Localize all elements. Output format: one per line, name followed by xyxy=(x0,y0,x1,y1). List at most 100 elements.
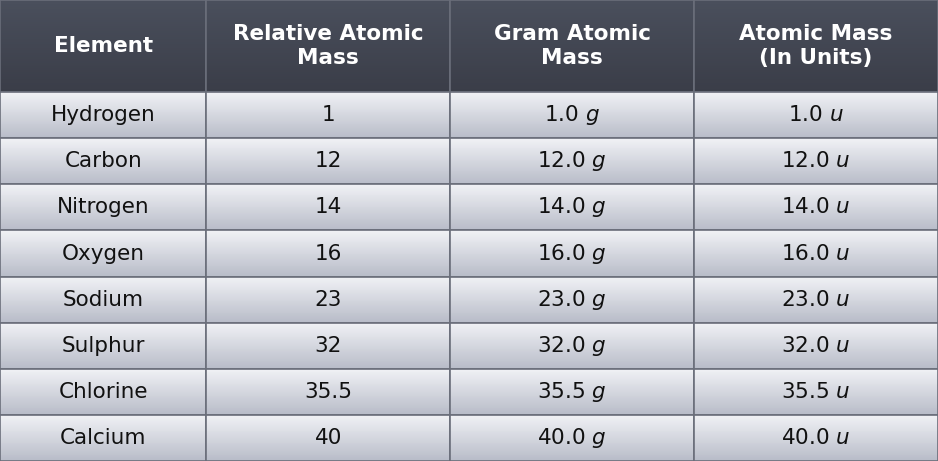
Bar xyxy=(450,308,694,309)
Bar xyxy=(0,158,206,159)
Bar xyxy=(0,210,206,211)
Bar xyxy=(450,280,694,281)
Bar xyxy=(0,179,206,180)
Bar xyxy=(694,442,938,443)
Bar xyxy=(0,204,206,205)
Bar xyxy=(694,414,938,415)
Bar xyxy=(450,288,694,289)
Bar xyxy=(694,44,938,46)
Bar xyxy=(0,92,206,93)
Bar xyxy=(450,439,694,440)
Bar xyxy=(450,456,694,457)
Bar xyxy=(0,223,206,224)
Bar xyxy=(206,175,450,176)
Bar xyxy=(450,273,694,274)
Bar xyxy=(450,4,694,6)
Bar xyxy=(450,261,694,262)
Text: 16.0 $\it{u}$: 16.0 $\it{u}$ xyxy=(781,243,851,264)
Bar xyxy=(450,169,694,170)
Bar xyxy=(0,195,206,196)
Bar xyxy=(694,427,938,428)
Bar xyxy=(0,436,206,437)
Bar xyxy=(206,173,450,174)
Bar xyxy=(0,416,206,417)
Bar xyxy=(694,448,938,449)
Bar xyxy=(0,397,206,398)
Bar xyxy=(0,163,206,164)
Bar xyxy=(0,237,206,238)
Bar xyxy=(0,182,206,183)
Bar xyxy=(450,232,694,233)
Bar xyxy=(206,394,450,395)
Bar xyxy=(450,285,694,286)
Bar xyxy=(450,13,694,15)
Bar xyxy=(450,454,694,455)
Bar xyxy=(0,365,206,366)
Bar xyxy=(206,182,450,183)
Bar xyxy=(450,190,694,191)
Bar xyxy=(206,355,450,356)
Bar xyxy=(206,63,450,65)
Bar xyxy=(450,226,694,227)
Bar xyxy=(206,445,450,446)
Bar xyxy=(0,389,206,390)
Bar xyxy=(450,166,694,167)
Bar xyxy=(450,55,694,57)
Bar xyxy=(206,208,450,209)
Bar xyxy=(450,37,694,39)
Bar xyxy=(694,207,938,208)
Bar xyxy=(206,251,450,252)
Bar xyxy=(694,256,938,257)
Bar xyxy=(694,286,938,287)
Bar xyxy=(450,20,694,22)
Bar xyxy=(694,175,938,176)
Bar xyxy=(0,197,206,198)
Bar xyxy=(450,210,694,211)
Bar xyxy=(450,141,694,142)
Bar xyxy=(450,405,694,406)
Bar xyxy=(0,423,206,424)
Bar xyxy=(0,124,206,125)
Bar xyxy=(450,242,694,243)
Bar xyxy=(206,55,450,57)
Bar xyxy=(694,366,938,367)
Bar xyxy=(0,347,206,348)
Bar xyxy=(450,92,694,93)
Bar xyxy=(694,87,938,89)
Bar xyxy=(694,349,938,350)
Bar xyxy=(450,313,694,314)
Bar xyxy=(0,391,206,392)
Bar xyxy=(206,242,450,243)
Bar xyxy=(450,89,694,90)
Bar xyxy=(0,173,206,174)
Bar xyxy=(450,344,694,345)
Bar xyxy=(206,111,450,112)
Bar xyxy=(450,140,694,141)
Bar xyxy=(694,70,938,72)
Bar xyxy=(694,11,938,13)
Bar xyxy=(450,328,694,329)
Bar xyxy=(450,425,694,426)
Bar xyxy=(450,85,694,87)
Bar xyxy=(0,146,206,147)
Bar xyxy=(0,190,206,191)
Bar xyxy=(206,376,450,377)
Bar xyxy=(0,172,206,173)
Bar xyxy=(694,270,938,271)
Bar xyxy=(694,376,938,377)
Bar xyxy=(0,250,206,251)
Bar xyxy=(206,6,450,7)
Bar xyxy=(450,173,694,174)
Bar xyxy=(450,172,694,173)
Bar xyxy=(206,306,450,307)
Bar xyxy=(450,9,694,11)
Bar xyxy=(206,165,450,166)
Bar xyxy=(694,116,938,117)
Bar xyxy=(206,434,450,435)
Bar xyxy=(0,31,206,33)
Bar xyxy=(694,305,938,306)
Bar xyxy=(450,417,694,418)
Bar xyxy=(450,277,694,323)
Bar xyxy=(450,130,694,131)
Bar xyxy=(0,282,206,283)
